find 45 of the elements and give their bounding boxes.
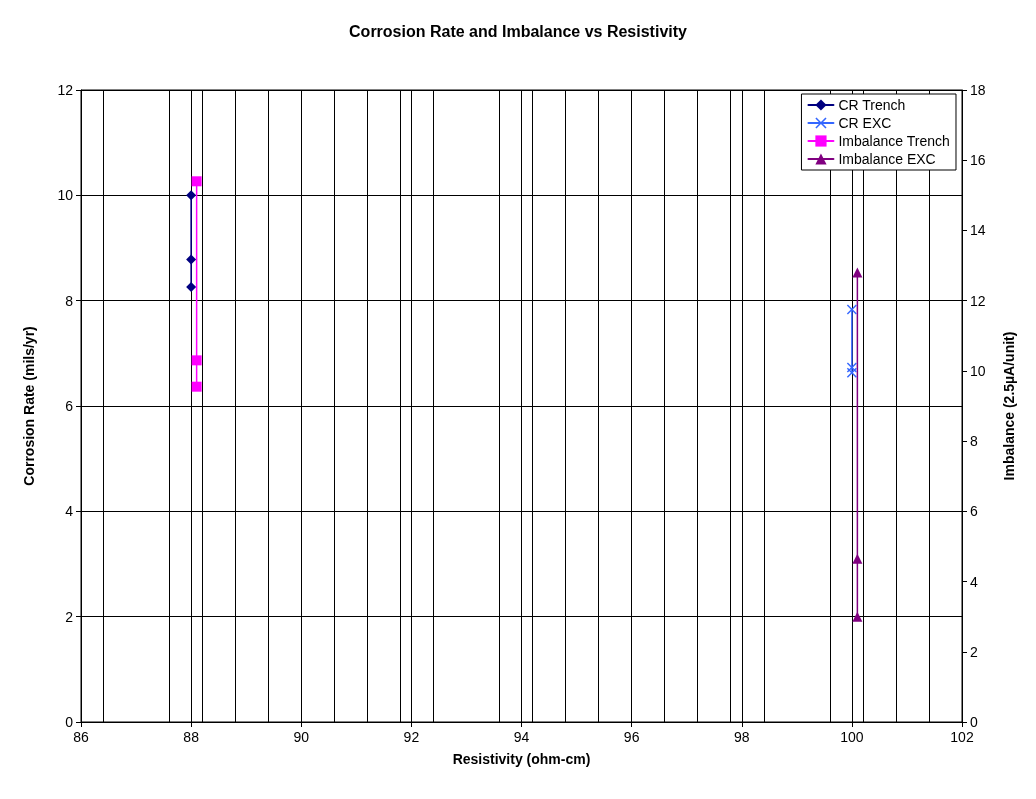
y-tick-label: 2 [65,608,74,625]
y2-axis-title: Imbalance (2.5µA/unit) [1001,331,1017,481]
y2-tick-label: 18 [970,82,986,98]
y-tick-label: 10 [57,187,74,204]
x-tick-label: 96 [623,729,640,745]
chart-title: Corrosion Rate and Imbalance vs Resistivity [349,22,688,40]
y2-tick-label: 4 [970,573,978,590]
point [852,611,863,622]
y-tick-label: 0 [65,714,74,730]
legend-label: CR Trench [838,97,906,113]
legend-label: CR EXC [838,115,892,131]
y-axis-title: Corrosion Rate (mils/yr) [21,326,37,486]
x-tick-label: 100 [840,729,864,745]
x-tick-label: 94 [513,729,530,745]
y2-tick-label: 16 [970,152,986,169]
point [186,190,197,201]
point [191,355,202,366]
y-tick-label: 12 [57,82,74,98]
point [191,381,202,392]
y2-tick-label: 2 [970,643,978,660]
x-tick-label: 86 [73,729,89,745]
legend-label: Imbalance EXC [838,151,936,167]
x-tick-label: 88 [183,729,200,745]
y-tick-label: 4 [65,503,74,520]
point [852,267,863,278]
y2-tick-label: 12 [970,292,986,309]
legend-label: Imbalance Trench [838,133,950,149]
y2-tick-label: 6 [970,503,978,520]
x-tick-label: 102 [950,729,974,745]
x-tick-label: 90 [293,729,310,745]
point [846,367,857,378]
y2-tick-label: 14 [970,222,986,239]
x-tick-label: 98 [733,729,750,745]
y-tick-label: 6 [65,398,74,414]
point [846,304,857,315]
x-axis-title: Resistivity (ohm-cm) [452,751,591,767]
point [852,553,863,564]
point [186,281,197,292]
x-tick-label: 92 [403,729,420,745]
y2-tick-label: 0 [970,714,978,730]
y-tick-label: 8 [65,292,74,309]
y2-tick-label: 10 [970,362,986,379]
point [191,176,202,187]
point [186,254,197,265]
y2-tick-label: 8 [970,433,978,450]
